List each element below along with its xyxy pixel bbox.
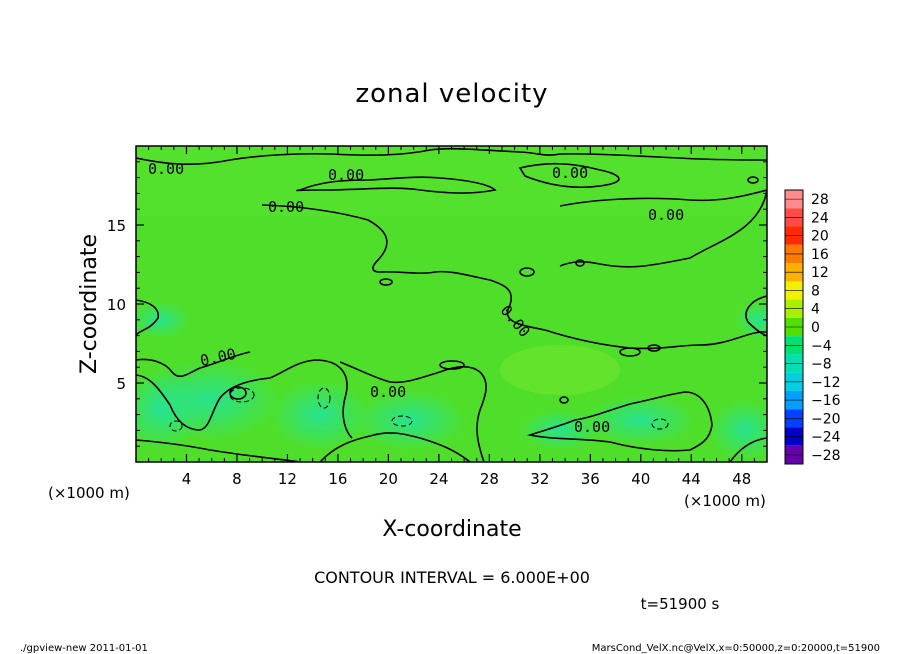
negative-contours: [169, 387, 669, 432]
contour-line: [261, 204, 767, 350]
colorbar-label: 28: [811, 192, 829, 208]
contour-line: [575, 259, 585, 267]
colorbar-label: −12: [811, 375, 841, 391]
contour-line: [747, 176, 759, 184]
field-patch-negative: [136, 370, 200, 450]
contour-label: 0.00: [328, 166, 364, 184]
contour-line: [526, 391, 713, 452]
x-tick-label: 36: [581, 470, 600, 488]
field-patch-negative: [136, 302, 190, 338]
contour-line: [559, 396, 569, 404]
y-tick-label: 10: [107, 296, 126, 314]
x-tick-label: 28: [480, 470, 499, 488]
colorbar: 28 24 20 16 12 8 4 0 −4 −8 −12 −16 −20 −24 −28: [784, 189, 841, 465]
x-unit-label: (×1000 m): [684, 492, 766, 510]
contour-line: [229, 386, 247, 400]
contour-line: [729, 437, 767, 462]
chart-title: zonal velocity: [355, 79, 548, 109]
contour-line: [559, 189, 767, 268]
field-patch-negative: [735, 302, 767, 338]
contour-interval-label: CONTOUR INTERVAL = 6.000E+00: [314, 568, 590, 587]
contour-line: [619, 347, 641, 357]
contour-line: [745, 295, 767, 337]
field-patch-positive: [500, 345, 620, 395]
contour-line: [319, 432, 471, 462]
contour-label: 0.00: [148, 160, 184, 178]
footer-left: ./gpview-new 2011-01-01: [20, 643, 148, 654]
colorbar-label: −20: [811, 411, 841, 427]
contour-label: 0.00: [268, 198, 304, 216]
contour-line: [651, 418, 669, 430]
contour-lines: [136, 147, 767, 462]
contour-line: [519, 267, 535, 277]
contour-label: 0.00: [370, 383, 406, 401]
field-patch-negative: [585, 395, 695, 445]
x-tick-label: 4: [182, 470, 192, 488]
time-label: t=51900 s: [641, 595, 720, 613]
footer-right: MarsCond_VelX.nc@VelX,x=0:50000,z=0:2000…: [592, 643, 880, 654]
colorbar-label: −16: [811, 393, 841, 409]
contour-line: [379, 278, 393, 286]
field-patch-negative: [355, 390, 465, 450]
contour-label: 0.00: [552, 164, 588, 182]
contour-line: [647, 344, 661, 352]
colorbar-label: −24: [811, 430, 841, 446]
colorbar-label: 4: [811, 302, 820, 318]
contour-line: [317, 387, 331, 409]
contour-line: [391, 415, 413, 427]
x-tick-label: 24: [429, 470, 448, 488]
contour-label: 0.00: [648, 206, 684, 224]
colorbar-label: 0: [811, 320, 820, 336]
colorbar-label: 8: [811, 283, 820, 299]
colorbar-label: 12: [811, 265, 829, 281]
contour-line: [136, 299, 160, 336]
x-tick-label: 8: [232, 470, 242, 488]
colorbar-label: −28: [811, 448, 841, 464]
contour-labels: 0.00 0.00 0.00 0.00 0.00 0.00 0.00 0.00 …: [148, 160, 684, 436]
y-tick-label: 5: [116, 375, 126, 393]
x-tick-label: 44: [682, 470, 701, 488]
contour-line: [518, 162, 620, 189]
contour-line: [136, 147, 767, 165]
x-tick-label: 20: [379, 470, 398, 488]
contour-line: [169, 420, 183, 432]
colorbar-label: 20: [811, 229, 829, 245]
x-axis-label: X-coordinate: [382, 517, 521, 542]
contour-line: [136, 359, 353, 439]
x-tick-label: 40: [631, 470, 650, 488]
contour-line: [296, 176, 497, 194]
field-patch-negative: [710, 400, 767, 460]
x-tick-label: 32: [530, 470, 549, 488]
x-tick-label: 16: [328, 470, 347, 488]
x-unit-label-left: (×1000 m): [48, 484, 130, 502]
colorbar-label: −4: [811, 338, 832, 354]
x-tick-label: 48: [732, 470, 751, 488]
contour-line: [439, 360, 465, 370]
contour-line: [229, 387, 255, 403]
colorbar-label: 16: [811, 247, 829, 263]
colorbar-label: −8: [811, 357, 832, 373]
y-axis-label: Z-coordinate: [77, 234, 102, 374]
y-tick-label: 15: [107, 217, 126, 235]
x-tick-label: 12: [278, 470, 297, 488]
colorbar-label: 24: [811, 210, 829, 226]
contour-line: [136, 351, 251, 377]
plot-area: 0.00 0.00 0.00 0.00 0.00 0.00 0.00 0.00 …: [136, 146, 767, 462]
contour-label: 0.00: [574, 418, 610, 436]
